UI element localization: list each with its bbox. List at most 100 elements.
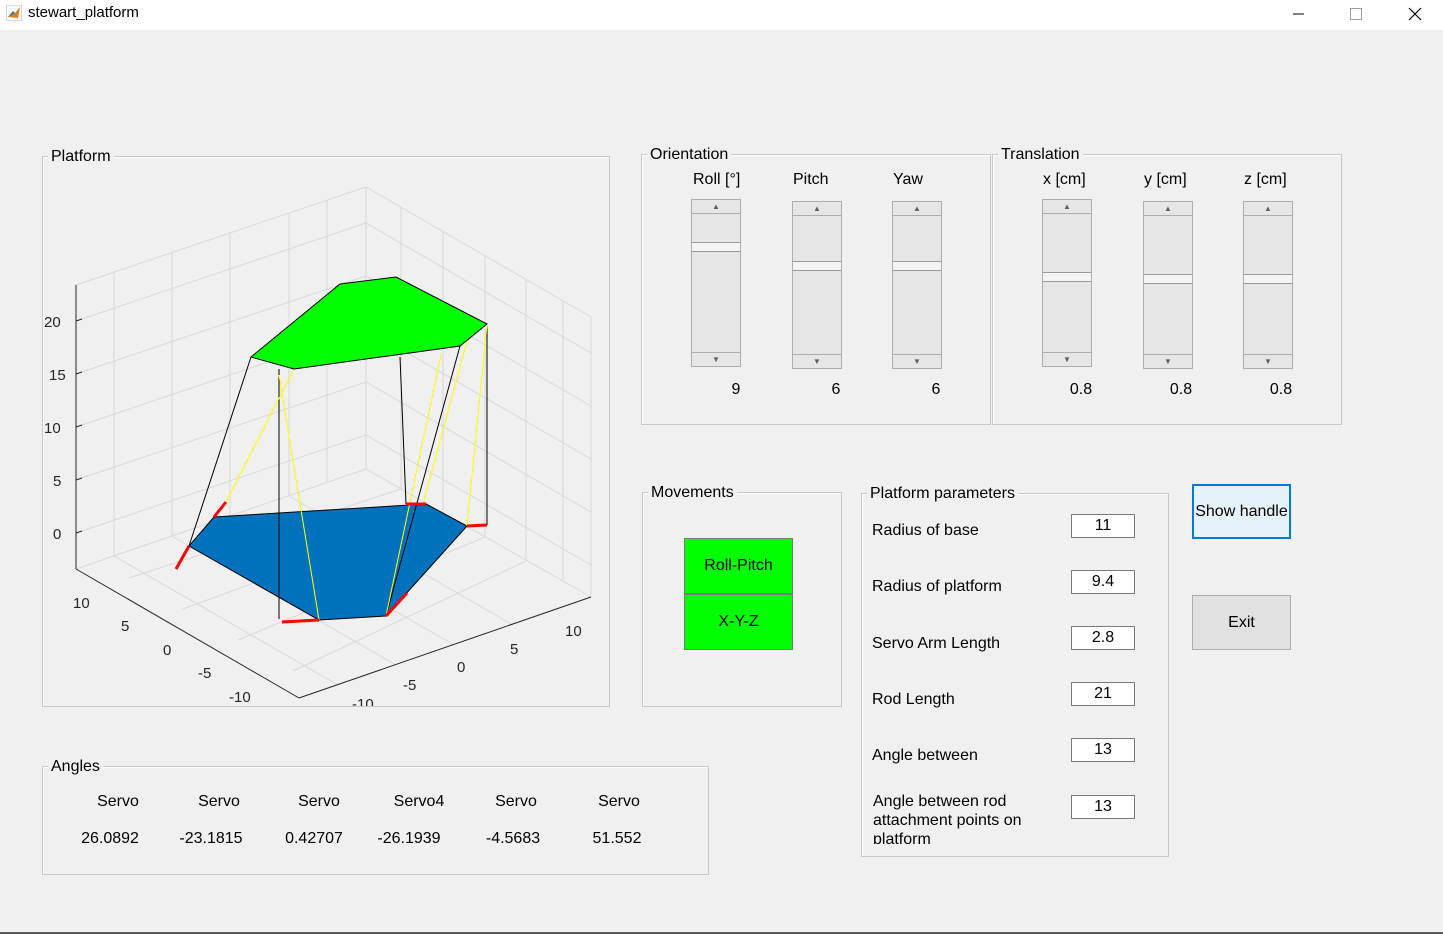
slider-down-arrow-icon[interactable]: ▼ bbox=[1144, 354, 1192, 368]
angle-platform-label: Angle between rod attachment points on p… bbox=[873, 793, 1022, 844]
slider-up-arrow-icon[interactable]: ▲ bbox=[1043, 200, 1091, 214]
slider-thumb[interactable] bbox=[1244, 274, 1292, 284]
slider-thumb[interactable] bbox=[692, 242, 740, 252]
servo-3-header: Servo bbox=[298, 793, 340, 810]
pitch-value: 6 bbox=[831, 381, 841, 398]
rods-yellow bbox=[225, 324, 488, 621]
roll-pitch-button[interactable]: Roll-Pitch bbox=[684, 538, 793, 594]
slider-thumb[interactable] bbox=[893, 261, 941, 271]
servo-5-header: Servo bbox=[495, 793, 537, 810]
platform-panel: Platform bbox=[42, 148, 610, 707]
angles-panel-title: Angles bbox=[48, 758, 103, 776]
slider-up-arrow-icon[interactable]: ▲ bbox=[793, 202, 841, 216]
z-value: 0.8 bbox=[1269, 381, 1293, 398]
x-tick: 0 bbox=[163, 642, 171, 659]
slider-up-arrow-icon[interactable]: ▲ bbox=[1244, 202, 1292, 216]
slider-up-arrow-icon[interactable]: ▲ bbox=[893, 202, 941, 216]
close-button[interactable] bbox=[1387, 0, 1443, 28]
servo-3-angle: 0.42707 bbox=[285, 830, 343, 847]
servo-arm-length-label: Servo Arm Length bbox=[872, 635, 1001, 652]
matlab-icon bbox=[6, 5, 22, 21]
window-title: stewart_platform bbox=[28, 4, 139, 21]
platform-parameters-panel: Platform parameters bbox=[861, 485, 1169, 857]
z-tick: 10 bbox=[44, 420, 61, 437]
x-tick: 5 bbox=[121, 618, 129, 635]
angle-between-label: Angle between bbox=[872, 747, 978, 764]
platform-3d-plot[interactable]: 20 15 10 5 0 10 5 0 -5 -10 -10 -5 0 5 10 bbox=[43, 157, 609, 706]
z-slider[interactable]: ▲ ▼ bbox=[1243, 201, 1293, 369]
y-tick: -10 bbox=[352, 696, 374, 706]
angle-between-field[interactable] bbox=[1071, 738, 1135, 762]
rod-length-label: Rod Length bbox=[872, 691, 955, 708]
slider-down-arrow-icon[interactable]: ▼ bbox=[893, 354, 941, 368]
x-slider[interactable]: ▲ ▼ bbox=[1042, 199, 1092, 367]
z-tick: 15 bbox=[49, 367, 66, 384]
slider-down-arrow-icon[interactable]: ▼ bbox=[1244, 354, 1292, 368]
minimize-button[interactable] bbox=[1271, 0, 1327, 28]
angle-platform-field[interactable] bbox=[1071, 795, 1135, 819]
y-tick: 10 bbox=[565, 623, 582, 640]
plot-axes bbox=[75, 285, 592, 699]
radius-platform-label: Radius of platform bbox=[872, 578, 1002, 595]
angles-panel: Angles bbox=[42, 758, 709, 875]
radius-base-label: Radius of base bbox=[872, 522, 979, 539]
slider-track[interactable] bbox=[692, 214, 740, 352]
slider-track[interactable] bbox=[1043, 214, 1091, 352]
yaw-slider[interactable]: ▲ ▼ bbox=[892, 201, 942, 369]
slider-thumb[interactable] bbox=[793, 261, 841, 271]
slider-thumb[interactable] bbox=[1043, 272, 1091, 282]
maximize-icon bbox=[1350, 8, 1362, 20]
slider-track[interactable] bbox=[893, 216, 941, 354]
y-tick: -5 bbox=[403, 677, 416, 694]
servo-1-angle: 26.0892 bbox=[81, 830, 139, 847]
x-y-z-button[interactable]: X-Y-Z bbox=[684, 594, 793, 650]
orientation-panel: Orientation bbox=[641, 146, 991, 425]
y-tick: 0 bbox=[457, 659, 465, 676]
maximize-button[interactable] bbox=[1328, 0, 1384, 28]
slider-track[interactable] bbox=[793, 216, 841, 354]
rod-length-field[interactable] bbox=[1071, 682, 1135, 706]
slider-up-arrow-icon[interactable]: ▲ bbox=[1144, 202, 1192, 216]
x-tick: 10 bbox=[73, 595, 90, 612]
slider-down-arrow-icon[interactable]: ▼ bbox=[692, 352, 740, 366]
close-icon bbox=[1408, 7, 1422, 21]
yaw-label: Yaw bbox=[893, 171, 923, 188]
z-label: z [cm] bbox=[1244, 171, 1287, 188]
x-tick: -10 bbox=[229, 689, 251, 706]
x-value: 0.8 bbox=[1069, 381, 1093, 398]
radius-platform-field[interactable] bbox=[1071, 570, 1135, 594]
servo-2-header: Servo bbox=[198, 793, 240, 810]
roll-label: Roll [°] bbox=[693, 171, 741, 188]
servo-arms bbox=[174, 501, 488, 624]
show-handle-button[interactable]: Show handle bbox=[1192, 484, 1291, 539]
z-tick: 0 bbox=[53, 526, 61, 543]
slider-down-arrow-icon[interactable]: ▼ bbox=[1043, 352, 1091, 366]
orientation-panel-title: Orientation bbox=[647, 146, 732, 164]
servo-arm-length-field[interactable] bbox=[1071, 626, 1135, 650]
slider-thumb[interactable] bbox=[1144, 274, 1192, 284]
roll-slider[interactable]: ▲ ▼ bbox=[691, 199, 741, 367]
slider-track[interactable] bbox=[1144, 216, 1192, 354]
exit-button[interactable]: Exit bbox=[1192, 595, 1291, 650]
x-tick: -5 bbox=[198, 665, 211, 682]
movements-panel-title: Movements bbox=[648, 484, 737, 502]
roll-value: 9 bbox=[731, 381, 741, 398]
pitch-slider[interactable]: ▲ ▼ bbox=[792, 201, 842, 369]
servo-5-angle: -4.5683 bbox=[485, 830, 541, 847]
servo-2-angle: -23.1815 bbox=[179, 830, 243, 847]
radius-base-field[interactable] bbox=[1071, 514, 1135, 538]
slider-track[interactable] bbox=[1244, 216, 1292, 354]
translation-panel-title: Translation bbox=[998, 146, 1083, 164]
title-bar: stewart_platform bbox=[0, 0, 1443, 31]
y-tick: 5 bbox=[510, 641, 518, 658]
x-label: x [cm] bbox=[1043, 171, 1086, 188]
slider-up-arrow-icon[interactable]: ▲ bbox=[692, 200, 740, 214]
servo-4-angle: -26.1939 bbox=[377, 830, 441, 847]
servo-6-angle: 51.552 bbox=[592, 830, 642, 847]
z-tick: 5 bbox=[53, 473, 61, 490]
z-tick: 20 bbox=[44, 314, 61, 331]
y-slider[interactable]: ▲ ▼ bbox=[1143, 201, 1193, 369]
rods-black bbox=[188, 325, 488, 619]
pitch-label: Pitch bbox=[793, 171, 829, 188]
slider-down-arrow-icon[interactable]: ▼ bbox=[793, 354, 841, 368]
